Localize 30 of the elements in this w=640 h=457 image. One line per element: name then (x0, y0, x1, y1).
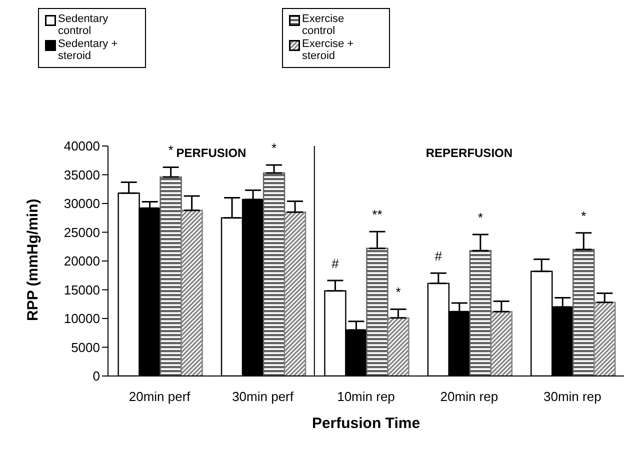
annotation: * (396, 284, 401, 300)
annotation: # (434, 248, 443, 264)
legend-label: Sedentary + steroid (58, 38, 119, 62)
legend-label: Exercise + steroid (302, 38, 355, 62)
y-tick-label: 0 (92, 368, 100, 384)
annotation: REPERFUSION (426, 146, 513, 160)
y-axis-title: RPP (mmHg/min) (24, 198, 42, 321)
y-tick-label: 25000 (64, 224, 100, 240)
y-tick-label: 35000 (64, 167, 100, 182)
legend-label: Exercise control (302, 13, 346, 37)
x-tick-label: 10min rep (337, 389, 395, 404)
y-tick-label: 30000 (64, 196, 100, 212)
y-tick-label: 5000 (71, 340, 100, 355)
annotation: PERFUSION (176, 146, 246, 160)
x-tick-label: 20min rep (440, 389, 498, 404)
x-tick-label: 20min perf (128, 389, 191, 404)
y-tick-label: 15000 (64, 282, 100, 298)
y-tick-label: 20000 (64, 254, 100, 269)
legend-label: Sedentary control (58, 13, 110, 37)
y-tick-label: 40000 (64, 138, 100, 154)
annotation: * (271, 140, 277, 156)
annotation: * (478, 210, 483, 225)
x-tick-label: 30min rep (543, 389, 602, 404)
x-axis-title: Perfusion Time (312, 415, 420, 432)
annotation: * (168, 142, 174, 158)
annotation: ** (372, 207, 382, 222)
annotation: * (581, 208, 586, 224)
annotation: # (332, 256, 340, 271)
y-tick-label: 10000 (64, 311, 100, 326)
x-tick-label: 30min perf (232, 389, 294, 404)
